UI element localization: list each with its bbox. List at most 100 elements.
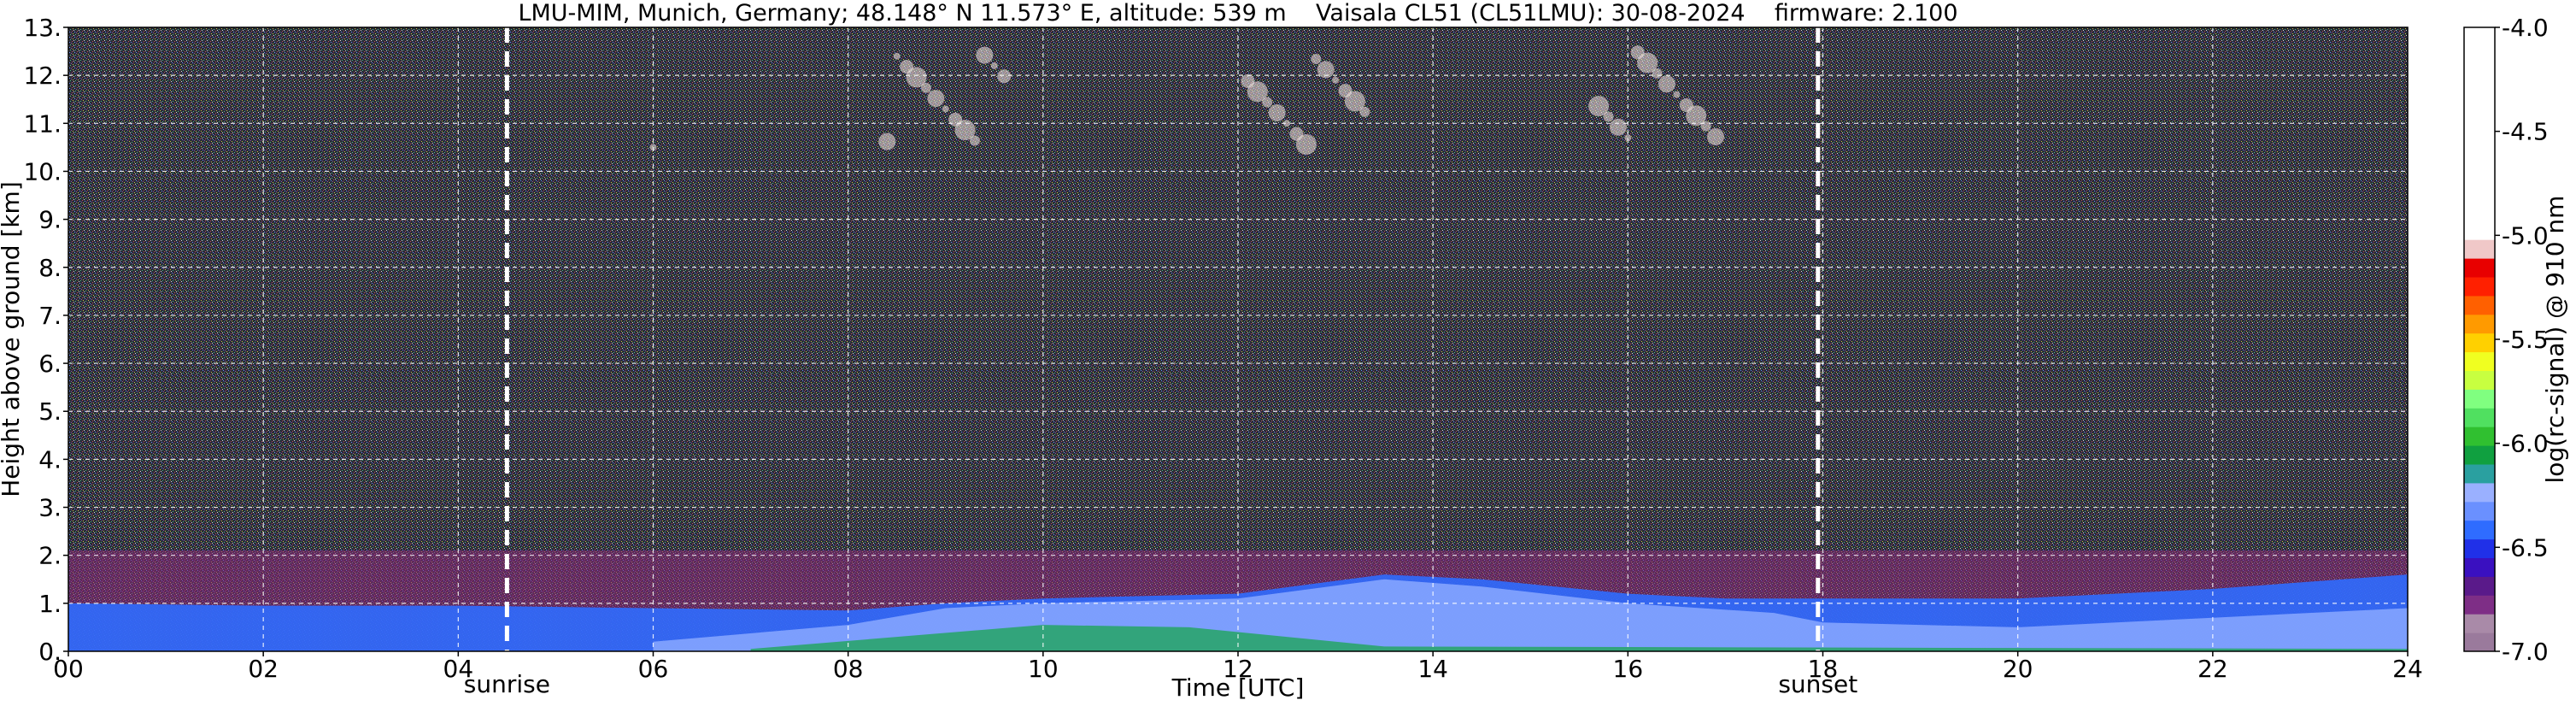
cirrus-cloud xyxy=(878,132,896,150)
cirrus-cloud xyxy=(1630,45,1645,60)
colorbar-segment xyxy=(2464,520,2495,540)
cirrus-cloud xyxy=(927,90,945,108)
cirrus-cloud xyxy=(1311,54,1322,65)
colorbar-segment xyxy=(2464,277,2495,297)
cirrus-cloud xyxy=(976,46,994,64)
colorbar-tick-label: -6.0 xyxy=(2502,430,2549,458)
y-tick-label: 7. xyxy=(38,302,62,330)
y-tick-label: 10. xyxy=(23,157,62,185)
colorbar-segment xyxy=(2464,239,2495,259)
cirrus-cloud xyxy=(1637,52,1658,74)
y-tick-label: 13. xyxy=(23,14,62,42)
colorbar-segment xyxy=(2464,482,2495,503)
cirrus-cloud xyxy=(969,135,980,146)
y-tick-label: 1. xyxy=(38,590,62,618)
sun-marker-label: sunrise xyxy=(464,670,550,698)
y-tick-label: 6. xyxy=(38,350,62,378)
cirrus-cloud xyxy=(954,120,976,141)
y-tick-label: 5. xyxy=(38,397,62,426)
x-tick-label: 00 xyxy=(53,655,84,683)
cirrus-cloud xyxy=(1707,128,1725,146)
colorbar-segment xyxy=(2464,501,2495,521)
colorbar-segment xyxy=(2464,557,2495,577)
y-tick-label: 4. xyxy=(38,445,62,474)
cirrus-cloud xyxy=(1673,91,1681,98)
colorbar-segment xyxy=(2464,258,2495,278)
colorbar-tick-label: -5.5 xyxy=(2502,326,2549,354)
y-axis-ticks: 0. 1. 2. 3. 4. 5. 6. 7. 8. 9. 10. 11. 12. 13. xyxy=(23,14,68,666)
colorbar-tick-label: -4.0 xyxy=(2502,14,2549,42)
colorbar-segment xyxy=(2464,314,2495,334)
colorbar-segment xyxy=(2464,332,2495,353)
chart-title: LMU-MIM, Munich, Germany; 48.148° N 11.5… xyxy=(518,0,1957,26)
cirrus-cloud xyxy=(1283,120,1291,127)
y-tick-label: 8. xyxy=(38,254,62,282)
cirrus-cloud xyxy=(1338,84,1353,98)
colorbar-segment xyxy=(2464,370,2495,390)
cirrus-cloud xyxy=(1609,118,1627,136)
grid xyxy=(68,27,2408,651)
cirrus-cloud xyxy=(1652,68,1663,79)
x-tick-label: 04 xyxy=(443,655,474,683)
cirrus-cloud xyxy=(1247,81,1268,103)
colorbar-segment xyxy=(2464,576,2495,596)
colorbar-segment xyxy=(2464,351,2495,371)
x-tick-label: 16 xyxy=(1613,655,1644,683)
surface-layer xyxy=(750,625,2408,651)
colorbar-segment xyxy=(2464,295,2495,315)
colorbar-segment xyxy=(2464,408,2495,427)
cirrus-cloud xyxy=(920,82,931,93)
y-tick-label: 3. xyxy=(38,494,62,522)
colorbar-segment xyxy=(2464,27,2495,240)
cirrus-cloud xyxy=(1295,134,1317,156)
cirrus-cloud xyxy=(1332,76,1340,84)
colorbar-segment xyxy=(2464,389,2495,409)
cirrus-cloud xyxy=(1317,61,1335,79)
colorbar-segment xyxy=(2464,445,2495,465)
colorbar-segment xyxy=(2464,538,2495,558)
cirrus-cloud xyxy=(1241,74,1255,88)
y-tick-label: 11. xyxy=(23,109,62,138)
cirrus-cloud xyxy=(1588,96,1610,117)
x-tick-label: 02 xyxy=(248,655,279,683)
colorbar-ticks: -4.0 -4.5 -5.0 -5.5 -6.0 -6.5 -7.0 xyxy=(2495,14,2549,666)
x-tick-label: 12 xyxy=(1223,655,1253,683)
x-tick-label: 06 xyxy=(638,655,669,683)
x-tick-label: 20 xyxy=(2003,655,2033,683)
cirrus-cloud xyxy=(1344,91,1365,112)
cirrus-cloud xyxy=(948,112,963,126)
x-axis-label: Time [UTC] xyxy=(1171,674,1305,702)
colorbar-tick-label: -4.5 xyxy=(2502,118,2549,146)
x-tick-label: 18 xyxy=(1808,655,1839,683)
colorbar-tick-label: -5.0 xyxy=(2502,221,2549,250)
sun-markers: sunrise sunset xyxy=(464,27,1857,698)
x-tick-label: 10 xyxy=(1028,655,1059,683)
colorbar-tick-label: -6.5 xyxy=(2502,533,2549,562)
cirrus-cloud xyxy=(1658,75,1675,93)
x-tick-label: 14 xyxy=(1417,655,1448,683)
colorbar-segment xyxy=(2464,632,2495,652)
cirrus-cloud xyxy=(942,105,949,113)
y-tick-label: 0. xyxy=(38,638,62,666)
x-tick-label: 22 xyxy=(2198,655,2228,683)
y-axis-label: Height above ground [km] xyxy=(0,181,25,497)
colorbar-tick-label: -7.0 xyxy=(2502,638,2549,666)
x-axis-ticks: 00 02 04 06 08 10 12 14 16 18 20 22 24 xyxy=(53,651,2423,683)
cirrus-cloud xyxy=(1359,106,1370,117)
cirrus-cloud xyxy=(893,52,901,60)
cirrus-cloud xyxy=(997,69,1012,84)
cirrus-cloud xyxy=(906,67,927,88)
y-tick-label: 9. xyxy=(38,206,62,234)
y-tick-label: 12. xyxy=(23,62,62,90)
colorbar-segment xyxy=(2464,595,2495,615)
cirrus-cloud xyxy=(1262,97,1273,108)
colorbar xyxy=(2464,27,2495,652)
colorbar-segment xyxy=(2464,427,2495,446)
cirrus-cloud xyxy=(1679,97,1693,112)
cirrus-cloud xyxy=(1603,111,1614,122)
y-tick-label: 2. xyxy=(38,542,62,570)
cirrus-cloud xyxy=(1686,105,1707,126)
colorbar-segment xyxy=(2464,614,2495,633)
cirrus-cloud xyxy=(1289,126,1304,141)
